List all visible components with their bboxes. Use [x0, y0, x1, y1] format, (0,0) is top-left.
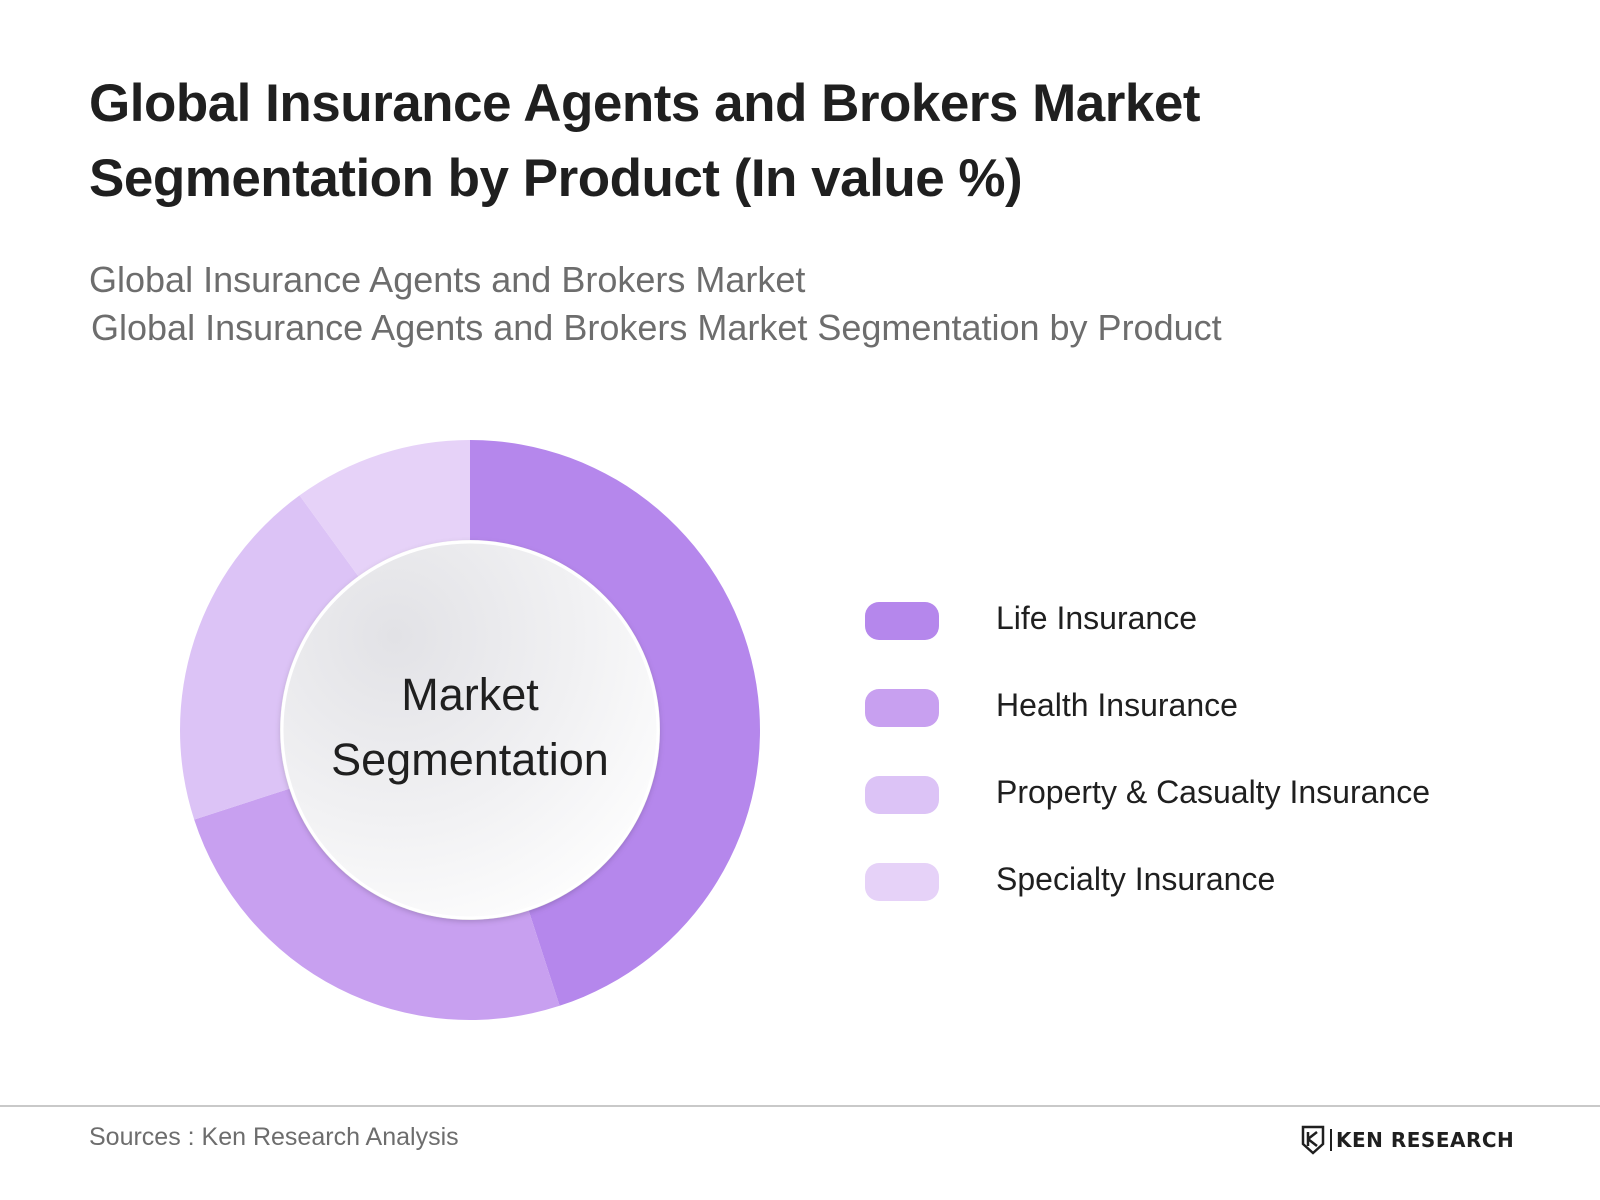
brand-separator	[1330, 1129, 1332, 1151]
chart-subtitle-market: Global Insurance Agents and Brokers Mark…	[89, 259, 806, 300]
ken-research-shield-icon	[1301, 1125, 1325, 1155]
legend-item-specialty-insurance: Specialty Insurance	[865, 849, 1565, 936]
legend-swatch	[865, 689, 939, 727]
slice-life-insurance	[470, 440, 760, 1006]
footer-divider	[0, 1105, 1600, 1107]
legend-label: Specialty Insurance	[996, 861, 1276, 897]
chart-subtitle-segmentation: Global Insurance Agents and Brokers Mark…	[91, 307, 1222, 348]
source-note: Sources : Ken Research Analysis	[89, 1123, 459, 1151]
center-label-line2: Segmentation	[331, 734, 609, 785]
legend-swatch	[865, 776, 939, 814]
legend-item-property-casualty-insurance: Property & Casualty Insurance	[865, 762, 1565, 849]
chart-title: Global Insurance Agents and Brokers Mark…	[89, 74, 1200, 208]
slice-health-insurance	[194, 788, 560, 1020]
slice-specialty-insurance	[299, 440, 470, 577]
chart-legend: Life Insurance Health Insurance Property…	[865, 588, 1565, 936]
legend-label: Property & Casualty Insurance	[996, 774, 1430, 810]
legend-swatch	[865, 602, 939, 640]
donut-center-disc	[280, 540, 660, 920]
slice-property-casualty-insurance	[180, 495, 359, 820]
legend-label: Life Insurance	[996, 600, 1198, 636]
legend-swatch	[865, 863, 939, 901]
ken-research-logo: KEN RESEARCH	[1300, 1125, 1514, 1155]
legend-item-health-insurance: Health Insurance	[865, 675, 1565, 762]
donut-center-label: Market Segmentation	[285, 662, 655, 792]
center-label-line1: Market	[401, 669, 539, 720]
legend-item-life-insurance: Life Insurance	[865, 588, 1565, 675]
donut-chart	[180, 440, 760, 1020]
brand-name: KEN RESEARCH	[1336, 1128, 1515, 1152]
legend-label: Health Insurance	[996, 687, 1238, 723]
